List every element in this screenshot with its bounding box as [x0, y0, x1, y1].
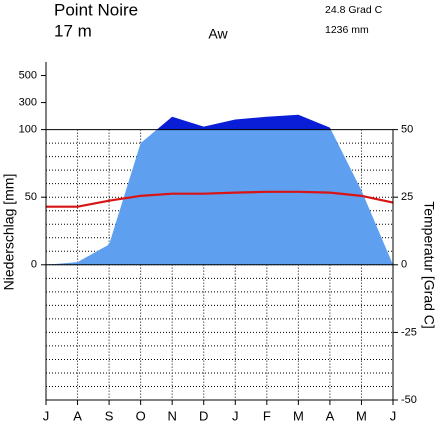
y2-tick-label: 50 — [401, 124, 413, 136]
axes: 0 50 100 300 500 -50 -25 0 25 50 J A S O N D J F M A M J — [19, 62, 417, 423]
x-tick-label: O — [136, 408, 146, 423]
y2-tick-label: 0 — [401, 259, 407, 271]
station-elevation: 17 m — [54, 21, 92, 40]
x-tick-label: M — [293, 408, 304, 423]
y2-tick-label: -25 — [401, 326, 417, 338]
climate-class: Aw — [208, 26, 228, 42]
y-tick-label: 100 — [19, 124, 37, 136]
annual-precipitation: 1236 mm — [325, 24, 369, 36]
y-axis-label: Niederschlag [mm] — [1, 174, 17, 291]
y2-tick-label: -50 — [401, 394, 417, 406]
station-name: Point Noire — [54, 0, 138, 19]
mean-temperature: 24.8 Grad C — [325, 4, 383, 16]
y2-tick-label: 25 — [401, 191, 413, 203]
x-tick-label: J — [232, 408, 239, 423]
x-tick-label: S — [105, 408, 114, 423]
x-tick-label: J — [43, 408, 50, 423]
x-tick-label: F — [263, 408, 271, 423]
x-tick-label: J — [390, 408, 397, 423]
y-tick-label: 50 — [25, 191, 37, 203]
x-tick-label: A — [73, 408, 82, 423]
y-tick-label: 500 — [19, 69, 37, 81]
temperature-line — [46, 190, 394, 208]
y-tick-label: 300 — [19, 96, 37, 108]
precipitation-area — [46, 129, 393, 265]
y2-axis-label: Temperatur [Grad C] — [421, 201, 437, 329]
x-tick-label: D — [199, 408, 208, 423]
x-tick-label: A — [326, 408, 335, 423]
x-tick-label: N — [167, 408, 176, 423]
precipitation-excess-area — [156, 114, 331, 130]
y-tick-label: 0 — [31, 259, 37, 271]
plot — [46, 114, 394, 265]
x-tick-label: M — [356, 408, 367, 423]
